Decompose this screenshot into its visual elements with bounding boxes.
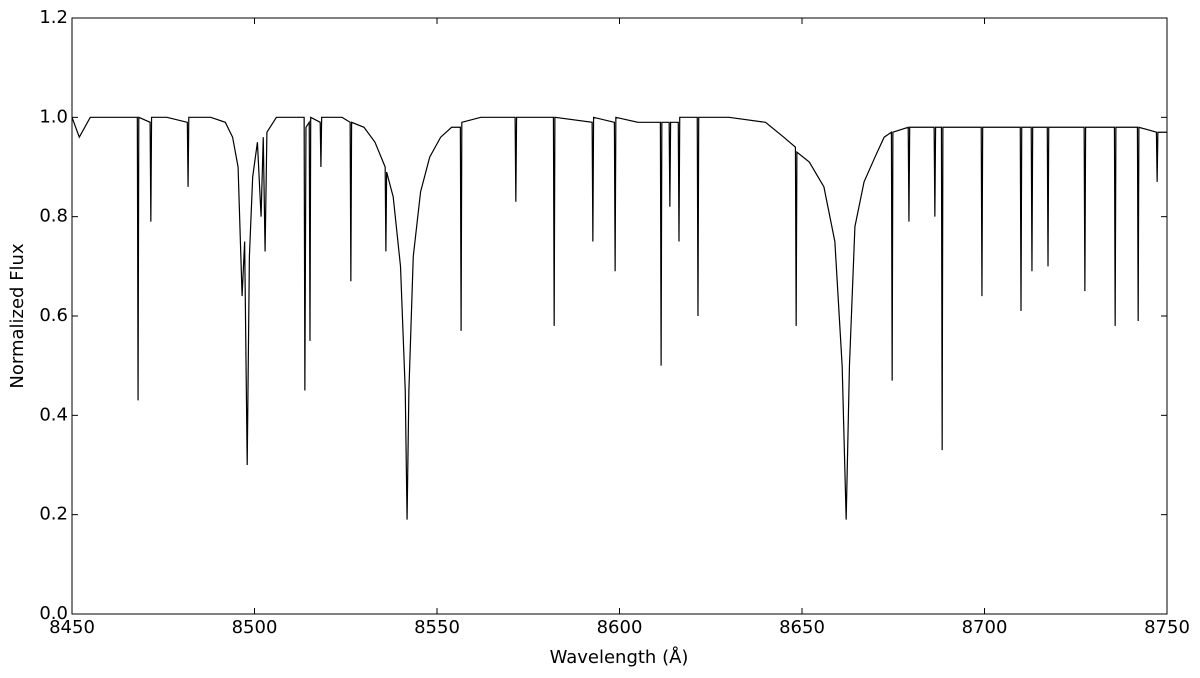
y-tick-label: 0.4 [39, 404, 68, 425]
y-tick-label: 0.6 [39, 305, 68, 326]
y-tick-label: 0.0 [39, 603, 68, 624]
y-tick-label: 1.2 [39, 7, 68, 28]
y-tick-label: 0.2 [39, 504, 68, 525]
x-tick-label: 8500 [232, 617, 278, 638]
spectrum-line [71, 116, 1167, 520]
x-axis-label: Wavelength (Å) [550, 646, 689, 668]
y-tick-label: 0.8 [39, 206, 68, 227]
x-tick-label: 8450 [49, 617, 95, 638]
x-tick-label: 8650 [779, 617, 825, 638]
y-tick-label: 1.0 [39, 106, 68, 127]
x-tick-label: 8600 [597, 617, 643, 638]
plot-frame [71, 17, 1168, 615]
y-axis-label: Normalized Flux [7, 243, 28, 389]
x-tick-label: 8550 [414, 617, 460, 638]
x-tick-label: 8750 [1144, 617, 1190, 638]
x-tick-label: 8700 [962, 617, 1008, 638]
